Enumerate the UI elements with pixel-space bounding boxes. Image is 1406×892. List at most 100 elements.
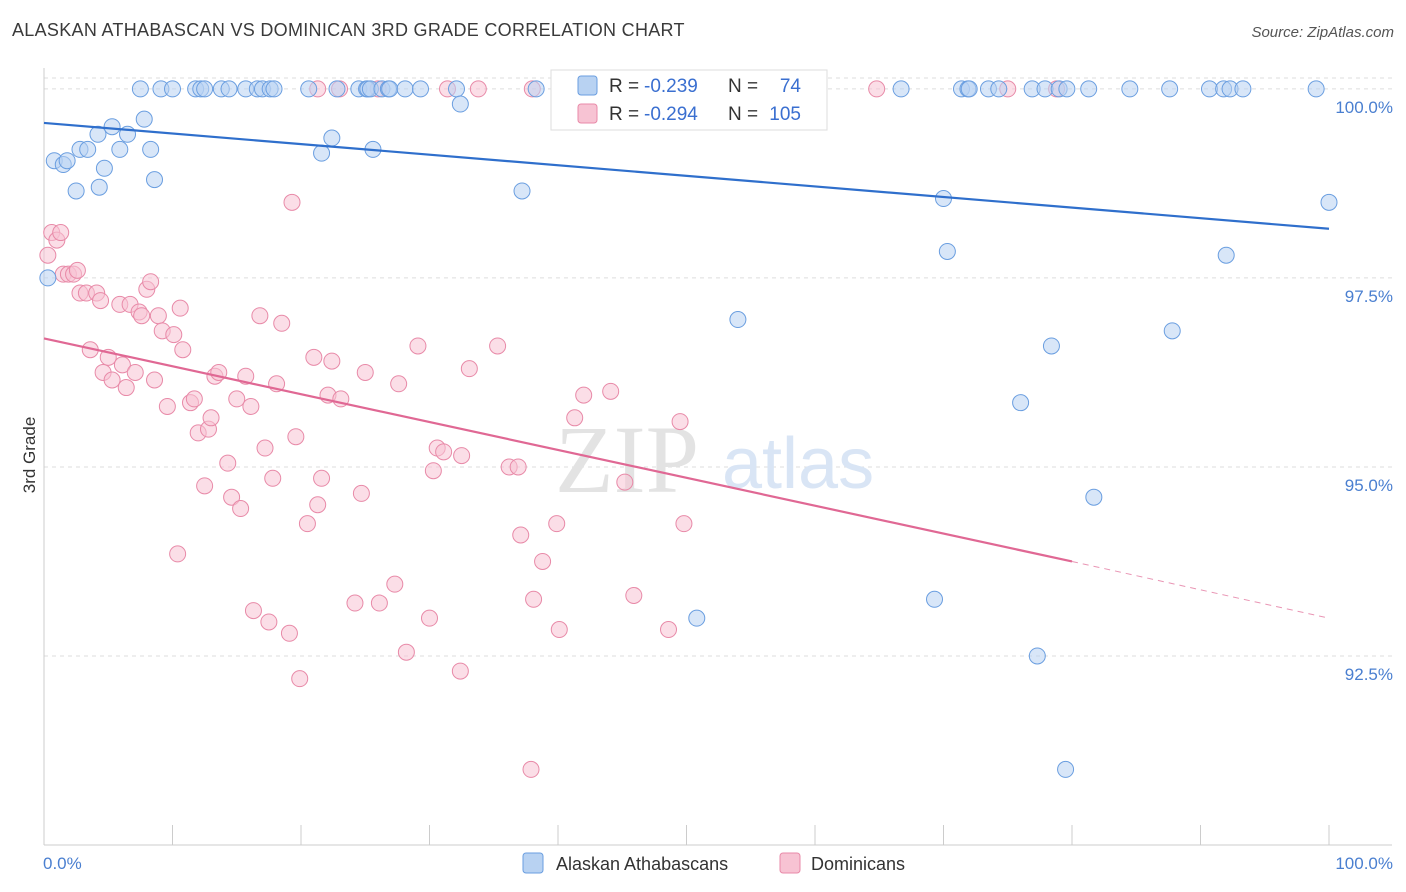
dominican-point	[251, 307, 269, 325]
y-tick-label: 92.5%	[1345, 665, 1393, 684]
athabascan-point	[79, 140, 97, 158]
athabascan-point	[396, 80, 414, 98]
series-legend-swatch-blue	[522, 852, 544, 874]
dominican-point	[287, 428, 305, 446]
athabascan-point	[513, 182, 531, 200]
dominican-point	[260, 613, 278, 631]
athabascan-point	[412, 80, 430, 98]
dominican-point	[616, 473, 634, 491]
athabascan-point	[142, 140, 160, 158]
athabascan-point	[89, 125, 107, 143]
dominicans-points	[39, 80, 1066, 778]
dominican-point	[291, 670, 309, 688]
dominican-point	[548, 515, 566, 533]
dominican-point	[435, 443, 453, 461]
legend-n-value-2: 105	[769, 104, 801, 125]
dominican-point	[232, 500, 250, 518]
dominican-point	[223, 488, 241, 506]
athabascan-point	[1042, 337, 1060, 355]
dominican-point	[409, 337, 427, 355]
dominican-point	[103, 371, 121, 389]
series-legend-swatch-pink	[779, 852, 801, 874]
series-legend: Alaskan Athabascans Dominicans	[522, 852, 905, 874]
athabascan-point	[196, 80, 214, 98]
athabascan-point	[90, 178, 108, 196]
legend-n-value-1: 74	[780, 76, 802, 97]
athabascan-point	[146, 171, 164, 189]
dominican-point	[323, 352, 341, 370]
athabascan-point	[1163, 322, 1181, 340]
series-legend-label-pink: Dominicans	[811, 854, 905, 874]
dominican-point	[370, 594, 388, 612]
tick-labels: 100.0% 97.5% 95.0% 92.5% 0.0% 100.0%	[43, 98, 1393, 873]
athabascan-point	[990, 80, 1008, 98]
dominican-point	[522, 760, 540, 778]
dominican-point	[534, 552, 552, 570]
dominican-point	[489, 337, 507, 355]
athabascan-point	[313, 144, 331, 162]
legend-swatch-blue	[577, 75, 598, 96]
dominican-point	[868, 80, 886, 98]
dominican-point	[133, 307, 151, 325]
dominican-point	[146, 371, 164, 389]
athabascan-point	[1121, 80, 1139, 98]
athabascan-point	[960, 80, 978, 98]
dominican-point	[469, 80, 487, 98]
athabascan-point	[1036, 80, 1054, 98]
athabascan-point	[926, 590, 944, 608]
athabascan-point	[39, 269, 57, 287]
source-credit: Source: ZipAtlas.com	[1251, 24, 1394, 41]
athabascan-point	[1320, 193, 1338, 211]
dominican-point	[625, 586, 643, 604]
athabascan-point	[67, 182, 85, 200]
athabascan-point	[1217, 246, 1235, 264]
dominican-point	[158, 397, 176, 415]
dominican-point	[169, 545, 187, 563]
dominican-point	[512, 526, 530, 544]
series-legend-label-blue: Alaskan Athabascans	[556, 854, 728, 874]
legend-r-value-1: -0.239	[644, 76, 698, 97]
athabascan-point	[131, 80, 149, 98]
athabascan-point	[729, 311, 747, 329]
dominican-point	[264, 469, 282, 487]
athabascan-point	[451, 95, 469, 113]
athabascan-point	[135, 110, 153, 128]
dominican-point	[460, 360, 478, 378]
athabascan-point	[1200, 80, 1218, 98]
dominican-point	[165, 326, 183, 344]
dominican-point	[356, 363, 374, 381]
dominican-point	[386, 575, 404, 593]
athabascan-point	[938, 242, 956, 260]
athabascan-point	[300, 80, 318, 98]
dominican-point	[117, 379, 135, 397]
dominican-point	[256, 439, 274, 457]
dominican-point	[298, 515, 316, 533]
y-tick-label: 95.0%	[1345, 476, 1393, 495]
legend-n-label-1: N =	[728, 76, 758, 97]
athabascan-point	[328, 80, 346, 98]
watermark-atlas: atlas	[722, 424, 874, 504]
x-tick-label-end: 100.0%	[1335, 854, 1393, 873]
dominican-point	[113, 356, 131, 374]
dominican-point	[149, 307, 167, 325]
athabascan-point	[1028, 647, 1046, 665]
athabascan-trend-line	[43, 121, 1330, 230]
dominican-point	[352, 484, 370, 502]
dominican-point	[660, 621, 678, 639]
dominican-point	[244, 602, 262, 620]
dominican-point	[174, 341, 192, 359]
dominican-point	[451, 662, 469, 680]
dominican-point	[273, 314, 291, 332]
athabascan-point	[1012, 394, 1030, 412]
stats-legend: R = -0.239 N = 74 R = -0.294 N = 105	[550, 69, 828, 131]
athabascan-point	[892, 80, 910, 98]
grid-lines	[44, 77, 1392, 657]
dominican-point	[39, 246, 57, 264]
legend-r-label-2: R =	[609, 104, 639, 125]
athabascan-point	[1085, 488, 1103, 506]
dominican-point	[575, 386, 593, 404]
dominican-point	[602, 382, 620, 400]
dominican-point	[228, 390, 246, 408]
dominican-point	[142, 273, 160, 291]
